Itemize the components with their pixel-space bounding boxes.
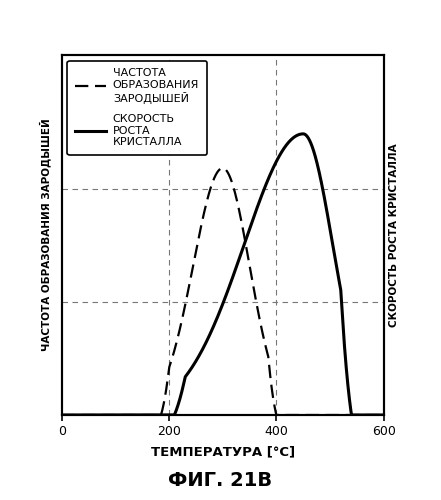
X-axis label: ТЕМПЕРАТУРА [°C]: ТЕМПЕРАТУРА [°C] xyxy=(151,446,295,458)
Text: ФИГ. 21В: ФИГ. 21В xyxy=(168,471,273,490)
Y-axis label: ЧАСТОТА ОБРАЗОВАНИЯ ЗАРОДЫШЕЙ: ЧАСТОТА ОБРАЗОВАНИЯ ЗАРОДЫШЕЙ xyxy=(40,118,51,352)
Legend: ЧАСТОТА
ОБРАЗОВАНИЯ
ЗАРОДЫШЕЙ, СКОРОСТЬ
РОСТА
КРИСТАЛЛА: ЧАСТОТА ОБРАЗОВАНИЯ ЗАРОДЫШЕЙ, СКОРОСТЬ … xyxy=(67,60,207,155)
Y-axis label: СКОРОСТЬ РОСТА КРИСТАЛЛА: СКОРОСТЬ РОСТА КРИСТАЛЛА xyxy=(389,143,399,327)
